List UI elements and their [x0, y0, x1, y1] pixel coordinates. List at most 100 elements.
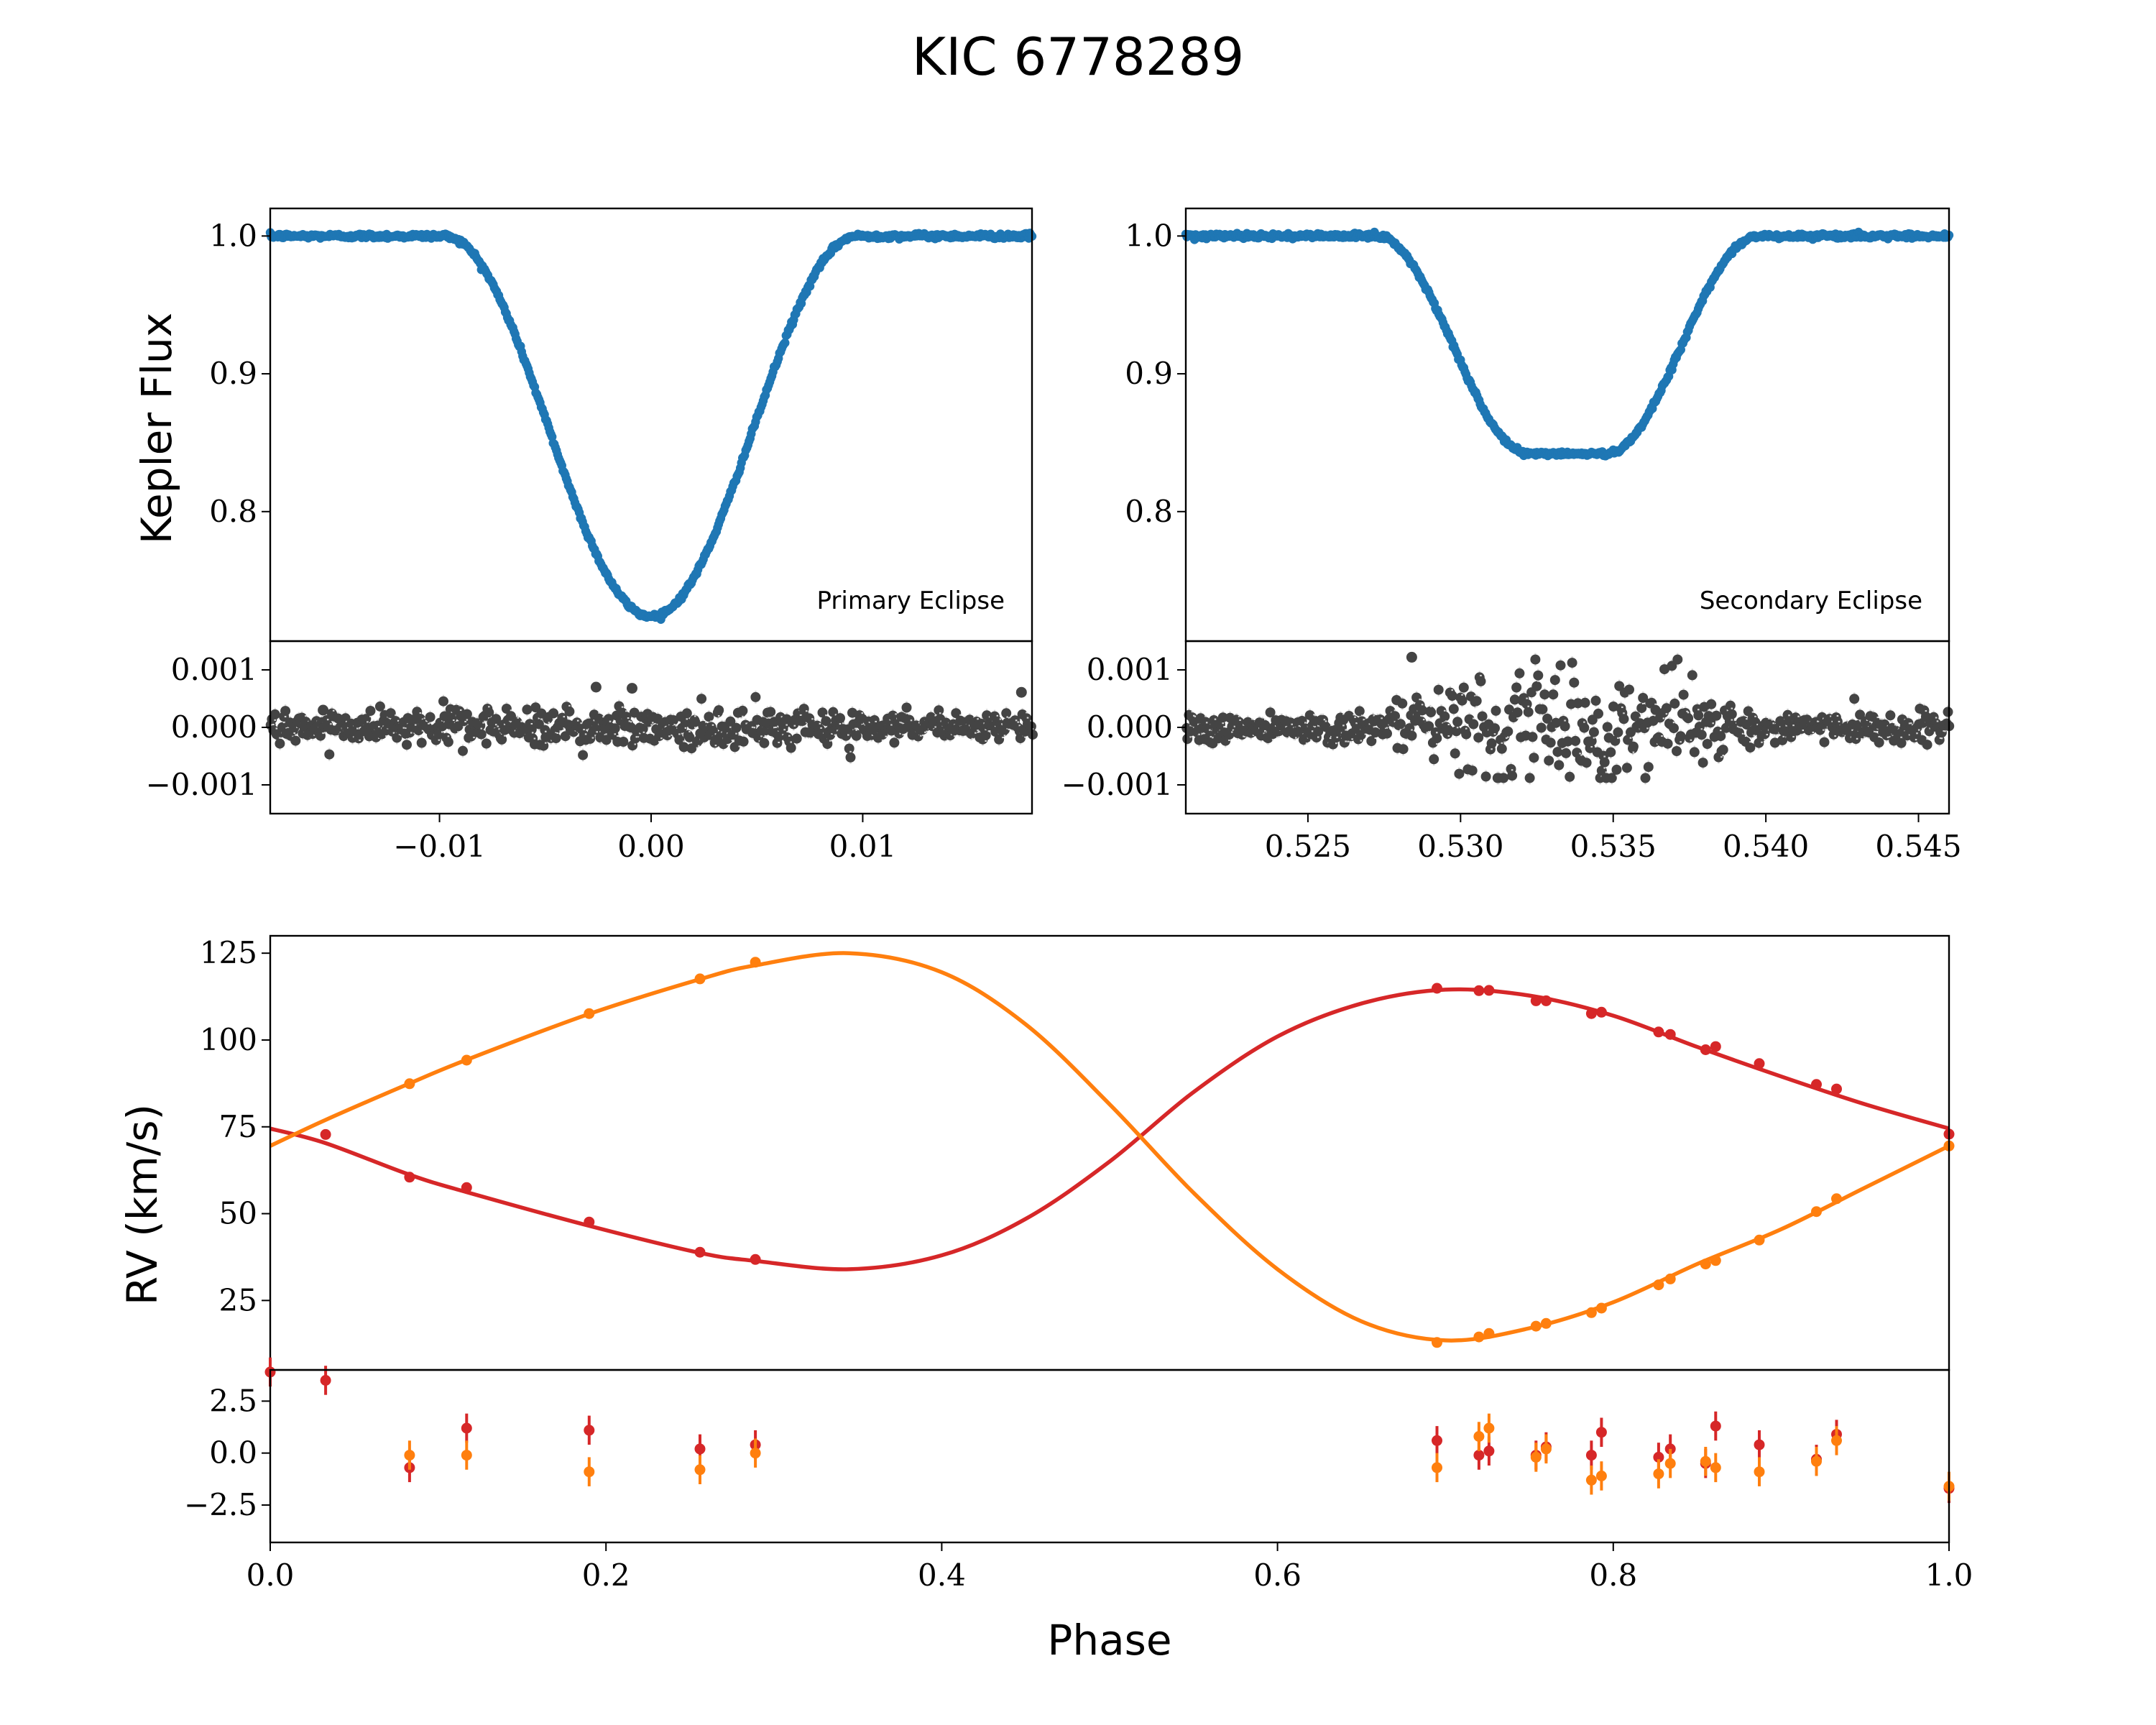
secondary-residual-point — [1285, 717, 1296, 728]
primary-residual-point — [980, 730, 991, 740]
figure-title: KIC 6778289 — [912, 27, 1244, 87]
rv-data-point — [1664, 1029, 1676, 1040]
primary-residual-point — [851, 730, 862, 741]
rv-residual-point — [1700, 1455, 1711, 1467]
secondary-residual-point — [1669, 698, 1680, 709]
rv-residual-point — [694, 1464, 706, 1476]
rv-y-tick-label: 75 — [219, 1109, 257, 1144]
secondary-residual-point — [1697, 758, 1708, 768]
secondary-residual-point — [1560, 721, 1570, 732]
secondary-residual-point — [1624, 684, 1634, 695]
rv-residual-x-ticks: 0.0 0.2 0.4 0.6 0.8 1.0 — [247, 1542, 1973, 1593]
rv-residual-point — [1483, 1422, 1495, 1434]
rv-residual-point — [1653, 1468, 1664, 1480]
secondary-residual-point — [1745, 742, 1756, 753]
secondary-residual-point — [1661, 703, 1672, 714]
secondary-residual-point — [1567, 658, 1577, 668]
secondary-residual-point — [1354, 706, 1365, 717]
primary-y-axis-label: Kepler Flux — [132, 313, 181, 544]
primary-residual-point — [497, 734, 507, 745]
primary-residual-point — [678, 742, 689, 753]
primary-residual-x-tick-label: 0.00 — [617, 829, 685, 864]
rv-residual-point — [1432, 1435, 1442, 1446]
secondary-residual-point — [1549, 675, 1560, 686]
rv-x-tick-label: 1.0 — [1925, 1558, 1973, 1593]
secondary-residual-point — [1432, 733, 1442, 744]
rv-residual-point — [1473, 1431, 1485, 1442]
rv-y-tick-label: 25 — [219, 1282, 257, 1317]
secondary-residual-point — [1448, 704, 1459, 714]
secondary-residual-point — [1450, 748, 1460, 759]
secondary-residual-point — [1496, 743, 1507, 754]
secondary-residual-point — [1521, 699, 1532, 709]
secondary-residual-point — [1443, 725, 1454, 735]
primary-residual-point — [886, 725, 897, 736]
secondary-residual-point — [1530, 654, 1541, 665]
rv-residual-point — [461, 1422, 472, 1434]
rv-data-point — [320, 1128, 331, 1140]
rv-residual-point — [461, 1450, 472, 1461]
secondary-residual-x-tick-label: 0.540 — [1723, 829, 1809, 864]
primary-residual-outlier — [627, 683, 637, 694]
rv-data-point — [1432, 1337, 1442, 1348]
secondary-residual-point — [1457, 695, 1468, 706]
secondary-residual-point — [1640, 773, 1651, 783]
secondary-residual-point — [1524, 773, 1535, 783]
secondary-residual-point — [1544, 755, 1554, 766]
secondary-residual-point — [1439, 711, 1450, 722]
rv-x-tick-label: 0.6 — [1253, 1558, 1302, 1593]
rv-x-tick-label: 0.4 — [918, 1558, 966, 1593]
secondary-residual-point — [1490, 723, 1500, 734]
secondary-residual-point — [1458, 682, 1469, 693]
secondary-residual-point — [1447, 691, 1457, 702]
rv-residual-point — [1585, 1474, 1597, 1486]
secondary-residual-point — [1675, 731, 1686, 742]
rv-data-point — [1595, 1302, 1607, 1314]
rv-residual-point — [1483, 1445, 1495, 1457]
primary-residual-point — [324, 749, 335, 760]
secondary-residual-point — [1725, 700, 1736, 711]
primary-flux-y-tick-label: 0.9 — [209, 356, 257, 391]
secondary-residual-point — [1536, 722, 1547, 733]
primary-residual-point — [835, 713, 845, 724]
secondary-residual-point — [1548, 689, 1559, 700]
secondary-residual-point — [1678, 689, 1689, 700]
secondary-residual-point — [1683, 713, 1694, 724]
rv-data-point — [404, 1078, 415, 1090]
secondary-residual-point — [1382, 728, 1392, 739]
secondary-residual-point — [1539, 689, 1550, 700]
rv-y-axis-label: RV (km/s) — [118, 1104, 167, 1305]
primary-residual-point — [402, 740, 412, 750]
secondary-residual-point — [1777, 735, 1788, 745]
secondary-residual-x-tick-label: 0.525 — [1265, 829, 1351, 864]
secondary-residual-point — [1533, 670, 1544, 681]
secondary-residual-outlier — [1406, 651, 1417, 663]
rv-residual-point — [584, 1466, 595, 1478]
primary-residual-point — [951, 708, 962, 719]
secondary-residual-point — [1260, 720, 1271, 730]
secondary-residual-frame — [1184, 640, 1950, 815]
primary-residual-x-tick-label: 0.01 — [829, 829, 897, 864]
primary-residual-point — [618, 737, 629, 747]
secondary-residual-point — [1672, 746, 1682, 756]
primary-residual-point — [750, 691, 761, 702]
rv-data-point — [1473, 1331, 1485, 1343]
primary-residual-point — [270, 709, 280, 719]
rv-residual-point — [1595, 1427, 1607, 1438]
rv-data-point — [1483, 985, 1495, 996]
rv-data-point — [1473, 985, 1485, 996]
primary-residual-point — [438, 696, 448, 707]
secondary-residual-point — [1613, 727, 1623, 737]
rv-data-point — [1831, 1083, 1842, 1095]
primary-residual-x-ticks: −0.01 0.00 0.01 — [393, 814, 896, 864]
primary-residual-point — [385, 708, 396, 719]
secondary-residual-point — [1313, 726, 1324, 737]
primary-residual-point — [564, 706, 575, 717]
primary-residual-point — [791, 733, 802, 744]
primary-residual-point — [889, 737, 900, 748]
primary-residual-point — [538, 740, 549, 751]
secondary-residual-point — [1498, 773, 1509, 783]
secondary-residual-point — [1586, 736, 1597, 747]
